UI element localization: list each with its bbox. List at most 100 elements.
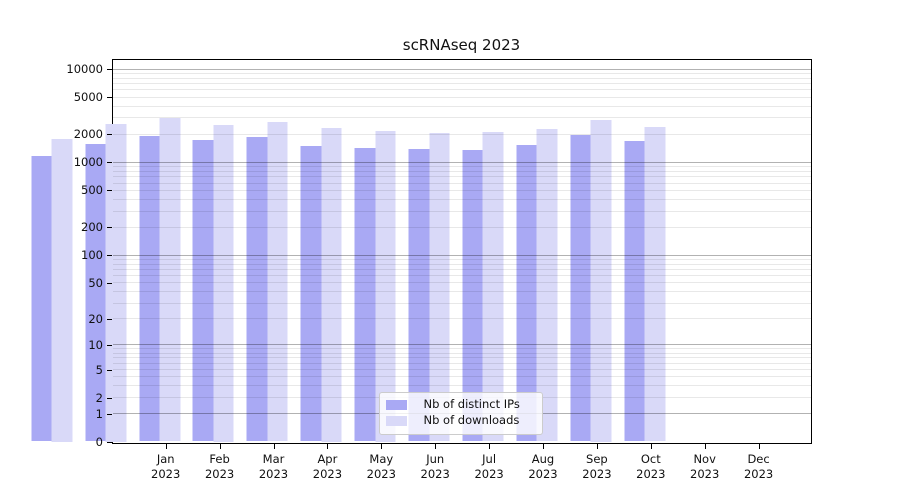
- bar-nb-of-downloads: [375, 130, 396, 442]
- y-tick-mark: [107, 413, 112, 415]
- y-tick-label: 2000: [73, 127, 103, 142]
- bar-nb-of-distinct-ips: [516, 144, 537, 442]
- gridline-minor: [113, 198, 811, 200]
- y-tick-label: 20: [88, 311, 103, 326]
- x-tick-label: Jul 2023: [474, 452, 504, 481]
- x-tick-label: Jan 2023: [151, 452, 181, 481]
- gridline-minor: [113, 357, 811, 359]
- y-tick-mark: [107, 369, 112, 371]
- legend-label: Nb of distinct IPs: [423, 397, 520, 411]
- y-tick-mark: [107, 190, 112, 192]
- x-tick-label: Nov 2023: [690, 452, 720, 481]
- bar-nb-of-downloads: [213, 124, 234, 442]
- y-tick-label: 10000: [66, 62, 103, 77]
- gridline-minor: [113, 258, 811, 260]
- legend-swatch-downloads: [385, 415, 407, 426]
- gridline-minor: [113, 369, 811, 370]
- bar-nb-of-distinct-ips: [139, 135, 160, 442]
- gridline-minor: [113, 117, 811, 119]
- bars-layer: [0, 0, 666, 442]
- y-tick-mark: [107, 255, 112, 257]
- y-tick-mark: [107, 318, 112, 320]
- x-tick-mark: [435, 443, 437, 449]
- x-tick-mark: [219, 443, 221, 449]
- x-tick-label: Dec 2023: [743, 452, 774, 481]
- bar-nb-of-distinct-ips: [246, 137, 268, 442]
- y-tick-label: 50: [88, 275, 103, 290]
- bar-nb-of-distinct-ips: [31, 155, 52, 442]
- x-tick-mark: [273, 443, 275, 449]
- x-tick-label: May 2023: [366, 452, 396, 481]
- gridline-minor: [113, 89, 811, 91]
- gridline-minor: [113, 362, 811, 364]
- y-tick-label: 500: [81, 183, 103, 198]
- gridline-major: [113, 254, 811, 256]
- y-tick-mark: [107, 69, 112, 71]
- gridlines-layer: [113, 60, 811, 443]
- x-tick-label: Apr 2023: [312, 452, 343, 481]
- y-tick-label: 100: [81, 248, 103, 263]
- gridline-minor: [113, 170, 811, 172]
- gridline-major: [113, 344, 811, 346]
- gridline-minor: [113, 275, 811, 277]
- gridline-minor: [113, 73, 811, 74]
- x-tick-mark: [327, 443, 329, 449]
- bar-nb-of-downloads: [590, 119, 612, 442]
- gridline-minor: [113, 226, 811, 228]
- legend-item: Nb of downloads: [385, 413, 536, 429]
- x-tick-label: Jun 2023: [420, 452, 450, 481]
- legend-swatch-distinct-ips: [385, 399, 407, 410]
- bar-nb-of-distinct-ips: [624, 140, 645, 442]
- gridline-minor: [113, 318, 811, 320]
- bar-nb-of-distinct-ips: [300, 146, 322, 442]
- gridline-minor: [113, 282, 811, 284]
- legend-label: Nb of downloads: [423, 413, 520, 427]
- bar-nb-of-downloads: [105, 123, 127, 442]
- gridline-minor: [113, 269, 811, 270]
- gridline-major: [113, 161, 811, 163]
- x-tick-mark: [596, 443, 598, 449]
- y-tick-mark: [107, 134, 112, 136]
- legend-item: Nb of distinct IPs: [385, 397, 536, 413]
- y-tick-label: 5: [95, 362, 103, 377]
- y-tick-mark: [107, 282, 112, 284]
- y-tick-mark: [107, 442, 112, 443]
- gridline-minor: [113, 105, 811, 107]
- bar-nb-of-downloads: [159, 118, 180, 442]
- bar-nb-of-downloads: [429, 132, 450, 442]
- y-tick-mark: [107, 344, 112, 346]
- gridline-minor: [113, 302, 811, 304]
- gridline-minor: [113, 176, 811, 178]
- y-tick-mark: [107, 162, 112, 164]
- gridline-minor: [113, 77, 811, 79]
- x-tick-mark: [165, 443, 167, 449]
- y-tick-label: 0: [95, 435, 103, 449]
- bar-nb-of-downloads: [267, 122, 288, 442]
- gridline-minor: [113, 133, 811, 135]
- gridline-minor: [113, 376, 811, 378]
- gridline-minor: [113, 189, 811, 191]
- x-tick-mark: [543, 443, 544, 449]
- x-tick-label: Aug 2023: [528, 452, 558, 481]
- gridline-minor: [113, 210, 811, 212]
- gridline-minor: [113, 352, 811, 354]
- x-tick-mark: [381, 443, 383, 449]
- bar-nb-of-distinct-ips: [354, 147, 376, 442]
- y-tick-mark: [107, 227, 112, 229]
- bar-nb-of-downloads: [51, 138, 73, 442]
- bar-nb-of-distinct-ips: [85, 144, 106, 442]
- x-tick-label: Mar 2023: [258, 452, 289, 481]
- x-tick-label: Sep 2023: [582, 452, 612, 481]
- x-tick-label: Feb 2023: [204, 452, 235, 481]
- bar-nb-of-downloads: [482, 132, 504, 442]
- gridline-major: [113, 68, 811, 70]
- chart-title: scRNAseq 2023: [402, 36, 521, 54]
- y-tick-label: 5000: [73, 90, 103, 105]
- gridline-minor: [113, 348, 811, 350]
- y-tick-label: 200: [81, 220, 103, 235]
- y-tick-label: 2: [95, 390, 103, 405]
- x-tick-label: Oct 2023: [636, 452, 666, 481]
- plot-area: Nb of distinct IPs Nb of downloads: [31, 58, 812, 444]
- gridline-minor: [113, 83, 811, 85]
